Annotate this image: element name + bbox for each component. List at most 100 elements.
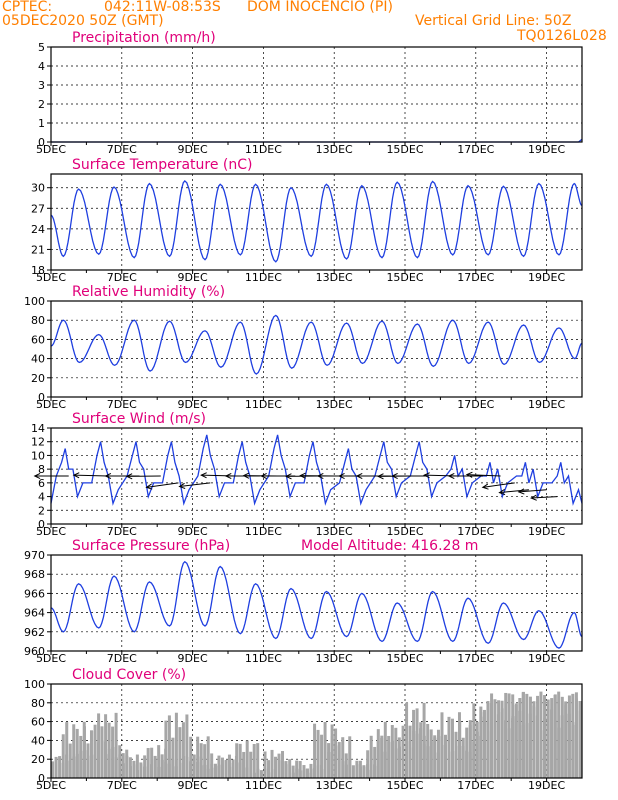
y-tick-label: 20 [31,753,45,766]
wind-vector-head [104,472,112,480]
y-tick-label: 970 [24,549,45,562]
cloud-bar [231,759,235,778]
cloud-bar [341,761,345,778]
x-tick-label: 19DEC [528,398,565,411]
y-tick-label: 60 [31,333,45,346]
cloud-bar [129,766,132,778]
x-tick-label: 15DEC [386,398,423,411]
x-tick-label: 15DEC [386,525,423,538]
cloud-bar [146,748,150,778]
cloud-bar [465,727,469,778]
cloud-bar [143,755,147,778]
x-tick-label: 15DEC [386,271,423,284]
x-tick-label: 15DEC [386,143,423,156]
y-tick-label: 14 [31,422,45,435]
cloud-bar [443,734,447,778]
x-tick-label: 7DEC [107,525,137,538]
cloud-bar [252,744,256,778]
cloud-bar [199,743,203,778]
x-tick-label: 9DEC [178,143,208,156]
x-tick-label: 9DEC [178,525,208,538]
cloud-bar [242,751,246,778]
cloud-bar [475,731,479,778]
cloud-bar [348,736,352,778]
wind-vector-head [391,472,398,480]
cloud-bar [543,718,547,778]
series-line-rh [50,314,583,375]
cloud-bar [135,754,139,778]
cloud-bar [461,737,465,778]
cloud-bar [192,754,196,778]
panel-rh: 0 20 40 60 80 100 5DEC 7DEC 9DEC 11DEC 13DEC 15DEC 1… [24,284,583,411]
cloud-bar [97,713,101,778]
y-tick-label: 60 [31,716,45,729]
wind-vector-head [284,473,292,480]
x-tick-label: 17DEC [457,779,494,792]
cloud-bar [189,736,193,778]
wind-vector-head [178,482,186,489]
x-tick-label: 7DEC [107,398,137,411]
cloud-bar [295,768,299,778]
cloud-bar [528,696,532,778]
y-tick-label: 0 [38,518,45,531]
cloud-bar [313,723,317,778]
cloud-bar [451,751,455,778]
cloud-bar [440,712,444,778]
series-line-wind [50,434,583,506]
cloud-bar [419,722,423,778]
wind-vector-head [465,471,473,478]
cloud-bar [228,766,232,778]
cloud-bar [401,725,405,778]
cloud-bar [89,730,93,778]
cloud-bar [298,770,302,778]
cloud-bar [196,736,200,778]
header-source: CPTEC: [2,0,52,15]
wind-vector-head [200,472,207,479]
cloud-bar [405,702,409,778]
cloud-bar [93,724,97,778]
y-tick-label: 40 [31,734,45,747]
cloud-bar [426,746,430,778]
cloud-bar [305,768,309,778]
cloud-bar [359,766,363,778]
y-tick-label: 12 [31,436,45,449]
panel-temp: 18 21 24 27 30 5DEC 7DEC 9DEC 11DEC 13DEC 15DEC 17D… [31,157,583,284]
cloud-bar [472,703,476,778]
wind-vector-head [316,472,324,480]
x-tick-label: 19DEC [528,652,565,665]
y-tick-label: 962 [24,626,45,639]
x-tick-label: 11DEC [245,398,282,411]
cloud-bar [150,747,154,778]
y-tick-label: 0 [38,772,45,785]
cloud-bar [433,737,437,778]
cloud-bar [54,756,58,778]
cloud-bar [157,745,161,778]
wind-vector [499,489,529,494]
cloud-bar [355,764,359,778]
cloud-bar [75,728,79,778]
x-tick-label: 9DEC [178,779,208,792]
y-tick-label: 2 [38,98,45,111]
cloud-bar [550,698,554,778]
x-tick-label: 9DEC [178,652,208,665]
panel-frame [50,300,583,398]
panel-frame [50,173,583,271]
cloud-bar [213,763,217,778]
cloud-bar [348,759,352,778]
cloud-bar [206,768,210,778]
cloud-bar [447,751,451,778]
cloud-bar [104,714,108,778]
cloud-bar [139,764,143,778]
cloud-bar [341,737,345,778]
cloud-bar [546,699,550,778]
header-code: TQ0126L028 [516,28,607,44]
cloud-bar [560,696,564,778]
cloud-bar [316,729,320,778]
cloud-bar [309,763,313,778]
cloud-bar [387,742,391,778]
x-tick-label: 11DEC [245,779,282,792]
wind-vector-head [224,472,232,480]
y-tick-label: 0 [38,136,45,149]
y-tick-label: 5 [38,41,45,54]
